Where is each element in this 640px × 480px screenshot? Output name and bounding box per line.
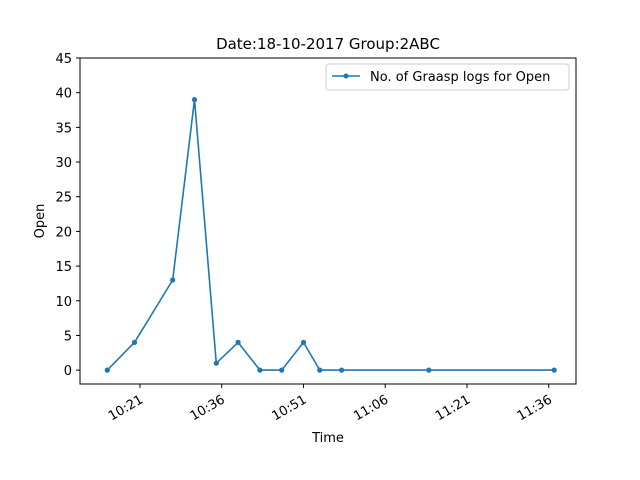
chart-title: Date:18-10-2017 Group:2ABC [216,35,440,53]
data-point [170,277,176,283]
x-axis-ticks: 10:21 10:36 10:51 11:06 11:21 11:36 [106,384,555,424]
series-layer [104,97,557,373]
y-axis-label: Open [33,204,48,239]
x-tick-label: 10:51 [270,392,310,424]
plot-frame [79,57,577,385]
series-line [106,98,555,371]
data-point [279,367,285,373]
y-tick-label: 15 [55,260,72,275]
legend-box [325,63,570,91]
data-point [300,339,307,345]
y-tick-label: 25 [55,191,72,206]
y-tick-label: 35 [55,121,72,136]
data-point [131,339,138,345]
y-tick-label: 30 [55,156,72,171]
x-tick-label: 11:36 [515,392,555,424]
legend-point-marker [343,73,349,79]
x-tick-label: 10:21 [106,392,146,424]
x-tick-label: 10:36 [188,392,228,424]
y-tick-label: 40 [55,87,72,102]
data-point [213,360,219,366]
y-tick-label: 20 [55,225,72,240]
y-tick-label: 0 [64,364,72,379]
data-point [426,367,432,373]
data-point [339,367,345,373]
y-tick-label: 10 [55,295,72,310]
x-axis-label: Time [311,431,344,446]
x-tick-label: 11:06 [351,392,391,424]
data-point [191,97,198,103]
legend-entry-label: No. of Graasp logs for Open [370,70,550,85]
data-point [317,367,323,373]
x-tick-label: 11:21 [433,392,473,424]
data-point [257,367,263,373]
data-point [551,367,557,373]
data-point [104,367,110,373]
plot-area: 10:21 10:36 10:51 11:06 11:21 11:36 0 5 10 15 20 2… [55,52,577,424]
legend: No. of Graasp logs for Open [325,63,570,91]
y-tick-label: 45 [55,52,72,67]
y-tick-label: 5 [64,329,72,344]
data-point [235,339,241,345]
y-axis-ticks: 0 5 10 15 20 25 30 35 40 45 [55,52,80,379]
